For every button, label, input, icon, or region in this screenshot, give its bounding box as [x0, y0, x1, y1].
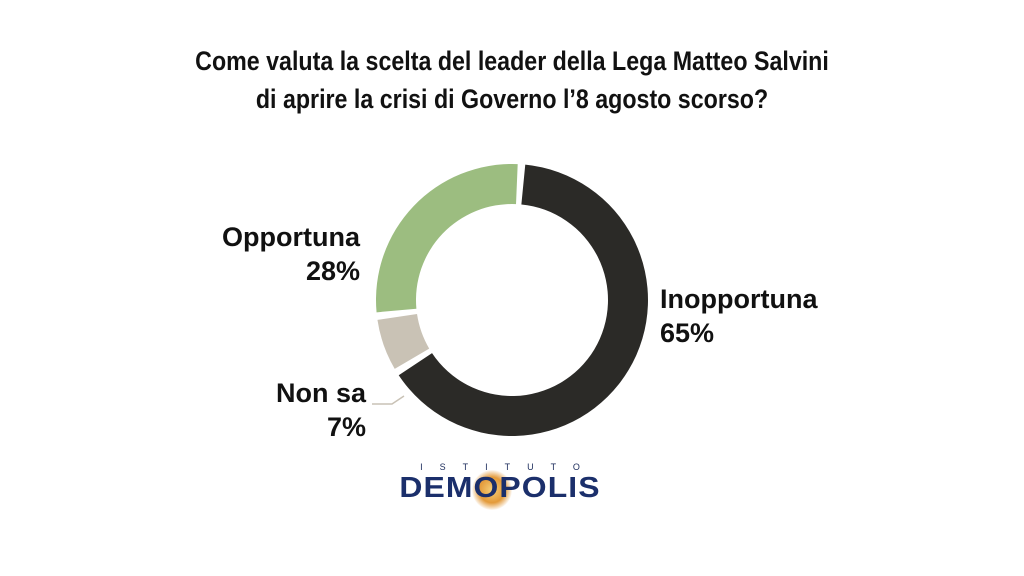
demopolis-logo: ISTITUTO DEMOPOLIS: [382, 462, 618, 512]
slice-label-non-sa: Non sa 7%: [276, 376, 366, 444]
logo-sun-glow: [472, 470, 512, 510]
slice-value-opportuna: 28%: [305, 256, 360, 286]
chart-title-line-2: di aprire la crisi di Governo l’8 agosto…: [255, 84, 769, 114]
slice-category-inopportuna: Inopportuna: [660, 284, 818, 314]
leader-line-non-sa: [372, 395, 405, 405]
slice-value-non-sa: 7%: [326, 412, 366, 442]
slice-label-opportuna: Opportuna 28%: [222, 220, 360, 288]
slice-value-inopportuna: 65%: [660, 318, 715, 348]
donut-slice-opportuna: [376, 164, 518, 313]
slice-category-non-sa: Non sa: [275, 378, 366, 408]
donut-slice-non-sa: [377, 314, 430, 369]
chart-title: Come valuta la scelta del leader della L…: [72, 42, 953, 118]
logo-name: DEMOPOLIS: [399, 472, 601, 504]
slice-category-opportuna: Opportuna: [222, 222, 360, 252]
slice-label-inopportuna: Inopportuna 65%: [660, 282, 817, 350]
logo-subtitle: ISTITUTO: [420, 462, 597, 472]
donut-slice-inopportuna: [398, 164, 649, 436]
chart-title-line-1: Come valuta la scelta del leader della L…: [195, 46, 829, 76]
